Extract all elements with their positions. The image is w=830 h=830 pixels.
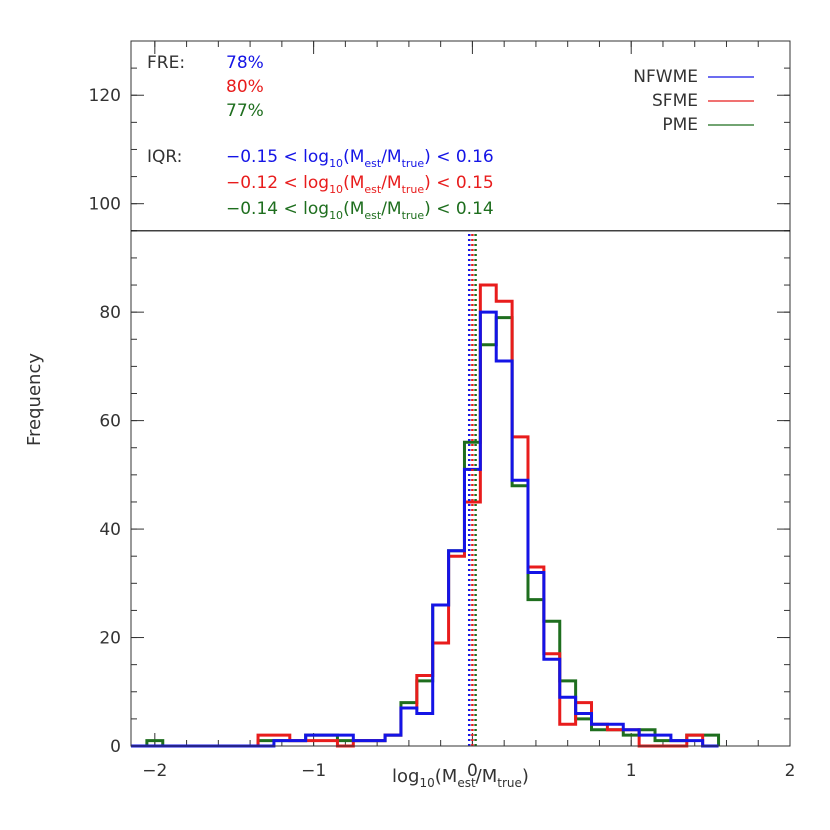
y-axis-label: Frequency	[24, 353, 45, 446]
y-tick-label: 80	[99, 303, 121, 323]
y-tick-label: 40	[99, 520, 121, 540]
fre-label: FRE:	[147, 53, 185, 73]
iqr-range: −0.12 < log10(Mest/Mtrue) < 0.15	[226, 173, 494, 196]
legend-label-nfwme: NFWME	[633, 67, 698, 87]
x-tick-label: 2	[785, 761, 796, 781]
fre-value: 80%	[226, 77, 264, 97]
x-tick-label: −1	[301, 761, 326, 781]
x-tick-label: −2	[142, 761, 167, 781]
y-tick-label: 20	[99, 629, 121, 649]
iqr-range: −0.15 < log10(Mest/Mtrue) < 0.16	[226, 147, 494, 170]
histogram-sfme	[131, 283, 719, 748]
x-tick-label: 1	[626, 761, 637, 781]
x-tick-label: 0	[467, 761, 478, 781]
legend-label-sfme: SFME	[652, 91, 698, 111]
x-axis-label: log10(Mest/Mtrue)	[392, 766, 529, 790]
histogram-series-layer	[131, 283, 721, 748]
y-tick-label: 60	[99, 412, 121, 432]
y-tick-label: 0	[110, 737, 121, 757]
annotation-layer: Frequency log10(Mest/Mtrue) NFWME SFME PME FR…	[24, 53, 754, 790]
y-tick-label: 100	[89, 195, 121, 215]
legend-label-pme: PME	[662, 115, 698, 135]
iqr-range: −0.14 < log10(Mest/Mtrue) < 0.14	[226, 199, 494, 222]
histogram-pme	[131, 316, 721, 748]
histogram-nfwme	[131, 310, 719, 748]
median-lines-layer	[467, 230, 477, 746]
fre-value: 77%	[226, 101, 264, 121]
fre-value: 78%	[226, 53, 264, 73]
iqr-label: IQR:	[147, 147, 182, 167]
y-tick-label: 120	[89, 86, 121, 106]
plot-frame	[130, 40, 791, 747]
plot-frame-layer	[130, 40, 791, 747]
